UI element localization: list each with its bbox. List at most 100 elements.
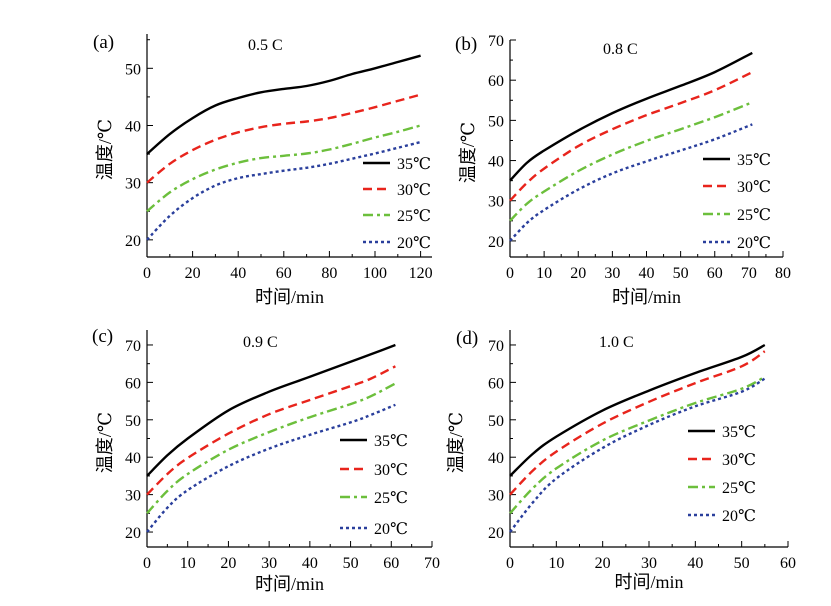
x-tick-label: 40 (639, 265, 655, 282)
y-tick-label: 40 (125, 450, 141, 467)
x-tick-label: 70 (424, 555, 440, 572)
x-tick-label: 50 (734, 555, 750, 572)
x-tick-label: 0 (143, 265, 151, 282)
x-tick-label: 30 (261, 555, 277, 572)
series-line-2 (509, 71, 753, 202)
series-line-2 (146, 365, 396, 496)
x-tick-label: 0 (506, 265, 514, 282)
y-tick-label: 60 (125, 375, 141, 392)
y-tick-label: 20 (125, 233, 141, 250)
x-tick-label: 0 (143, 555, 151, 572)
y-tick-label: 60 (488, 73, 504, 90)
legend-label: 20℃ (397, 235, 431, 252)
legend: 35℃ 30℃ 25℃ 20℃ (363, 156, 431, 252)
x-tick-label: 50 (343, 555, 359, 572)
series-line-3 (146, 382, 396, 515)
y-tick-label: 30 (488, 194, 504, 211)
x-tick-label: 40 (687, 555, 703, 572)
panel-label: (d) (456, 328, 478, 349)
x-tick-label: 120 (409, 265, 433, 282)
series-line-4 (146, 140, 421, 241)
y-tick-label: 30 (125, 488, 141, 505)
panel-label: (a) (93, 32, 114, 53)
y-tick-label: 40 (488, 450, 504, 467)
legend-label: 30℃ (374, 462, 408, 479)
chart-panel-4: 0 10 20 30 40 50 60 20 30 40 50 60 70 时间/min 温度/℃ (d) 1.… (446, 328, 796, 592)
legend-label: 30℃ (722, 452, 756, 469)
y-tick-label: 50 (488, 113, 504, 130)
series-line-3 (509, 101, 753, 222)
legend: 35℃ 30℃ 25℃ 20℃ (340, 433, 408, 538)
x-axis-label: 时间/min (612, 287, 681, 307)
y-tick-label: 30 (125, 176, 141, 193)
x-tick-label: 20 (570, 265, 586, 282)
x-tick-label: 10 (536, 265, 552, 282)
x-tick-label: 30 (641, 555, 657, 572)
x-tick-label: 80 (775, 265, 791, 282)
x-tick-label: 80 (321, 265, 337, 282)
rate-annotation: 0.9 C (243, 334, 278, 351)
y-axis-label: 温度/℃ (446, 412, 466, 473)
panel-label: (c) (92, 326, 113, 347)
legend-label: 35℃ (374, 433, 408, 450)
y-axis-label: 温度/℃ (95, 119, 115, 180)
x-axis-label: 时间/min (255, 287, 324, 307)
y-tick-label: 20 (125, 525, 141, 542)
rate-annotation: 0.8 C (603, 41, 638, 58)
x-tick-label: 0 (506, 555, 514, 572)
series-line-2 (509, 350, 766, 496)
x-tick-label: 20 (595, 555, 611, 572)
series-line-1 (509, 343, 766, 477)
x-tick-label: 20 (220, 555, 236, 572)
series-line-4 (509, 123, 753, 242)
chart-panel-3: 0 10 20 30 40 50 60 70 20 30 40 50 60 70 时间/min 温度/℃ (c)… (92, 326, 440, 594)
x-tick-label: 40 (302, 555, 318, 572)
series-line-1 (146, 54, 421, 155)
x-tick-label: 40 (230, 265, 246, 282)
series-line-1 (509, 51, 753, 182)
legend-label: 30℃ (737, 179, 771, 196)
x-tick-label: 60 (707, 265, 723, 282)
y-tick-label: 20 (488, 234, 504, 251)
x-tick-label: 30 (604, 265, 620, 282)
y-tick-label: 50 (488, 413, 504, 430)
y-tick-label: 40 (125, 118, 141, 135)
legend-label: 25℃ (722, 480, 756, 497)
series-line-3 (146, 124, 421, 213)
legend-label: 35℃ (397, 156, 431, 173)
legend: 35℃ 30℃ 25℃ 20℃ (688, 424, 756, 525)
x-tick-label: 70 (741, 265, 757, 282)
y-tick-label: 70 (125, 338, 141, 355)
legend-label: 35℃ (737, 152, 771, 169)
series-line-2 (146, 93, 421, 184)
y-tick-label: 50 (125, 413, 141, 430)
rate-annotation: 1.0 C (599, 334, 634, 351)
y-tick-label: 50 (125, 61, 141, 78)
legend-label: 20℃ (722, 508, 756, 525)
legend-label: 25℃ (397, 208, 431, 225)
series-line-3 (509, 375, 766, 515)
series-line-1 (146, 343, 396, 477)
series-line-4 (509, 377, 766, 533)
y-axis-label: 温度/℃ (458, 122, 478, 183)
rate-annotation: 0.5 C (248, 37, 283, 54)
x-axis-label: 时间/min (255, 574, 324, 594)
x-tick-label: 20 (185, 265, 201, 282)
legend-label: 30℃ (397, 182, 431, 199)
chart-panel-2: 0 10 20 30 40 50 60 70 80 20 30 40 50 60 70 时间/min 温度/℃ (… (455, 33, 791, 307)
x-tick-label: 60 (780, 555, 796, 572)
legend-label: 35℃ (722, 424, 756, 441)
x-tick-label: 10 (180, 555, 196, 572)
series-line-4 (146, 403, 396, 533)
x-tick-label: 60 (383, 555, 399, 572)
x-tick-label: 50 (673, 265, 689, 282)
legend-label: 25℃ (374, 490, 408, 507)
legend-label: 20℃ (737, 235, 771, 252)
y-tick-label: 40 (488, 154, 504, 171)
x-tick-label: 10 (548, 555, 564, 572)
legend-label: 20℃ (374, 521, 408, 538)
y-axis-label: 温度/℃ (95, 412, 115, 473)
x-tick-label: 60 (276, 265, 292, 282)
y-tick-label: 20 (488, 525, 504, 542)
y-tick-label: 70 (488, 33, 504, 50)
